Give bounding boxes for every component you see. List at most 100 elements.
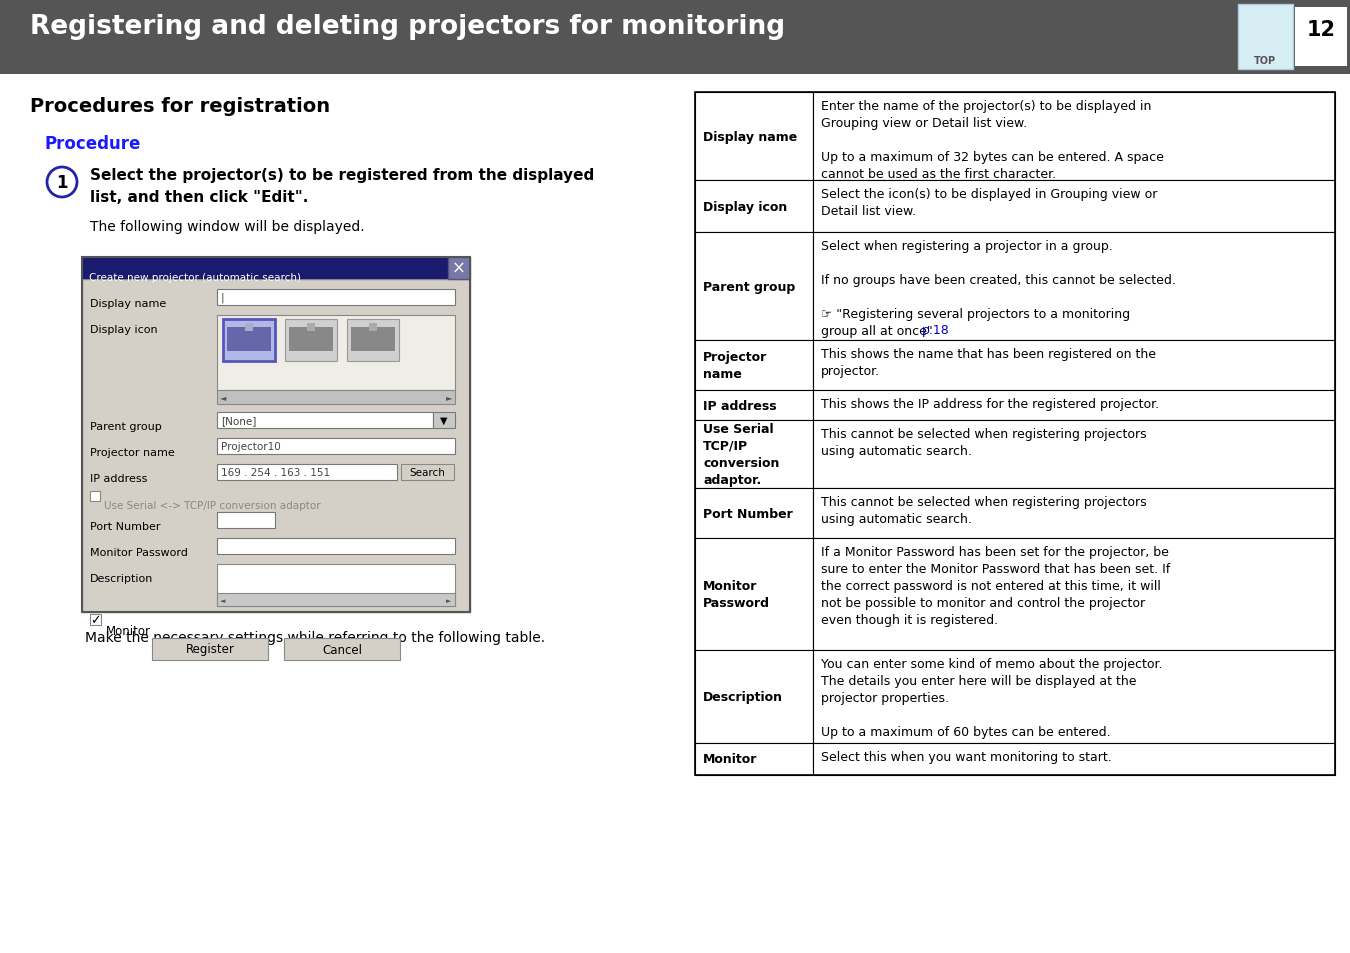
Text: If a Monitor Password has been set for the projector, be
sure to enter the Monit: If a Monitor Password has been set for t… (821, 545, 1170, 626)
Text: p.18: p.18 (922, 323, 949, 336)
Text: Select this when you want monitoring to start.: Select this when you want monitoring to … (821, 750, 1112, 763)
Bar (217, 538, 455, 555)
Text: Select when registering a projector in a group.

If no groups have been created,: Select when registering a projector in a… (821, 240, 1176, 337)
Circle shape (47, 168, 77, 198)
Text: Create new projector (automatic search): Create new projector (automatic search) (89, 273, 301, 283)
Text: Parent group: Parent group (90, 421, 162, 432)
Text: Monitor: Monitor (703, 753, 757, 765)
Text: ►: ► (447, 598, 452, 603)
Bar (813, 420, 1335, 489)
Bar (1238, 5, 1293, 70)
Text: This shows the name that has been registered on the
projector.: This shows the name that has been regist… (821, 348, 1156, 377)
Bar (217, 464, 397, 480)
Text: ►: ► (446, 393, 452, 402)
Text: Display icon: Display icon (90, 325, 158, 335)
Bar (813, 92, 1335, 181)
Bar (369, 324, 377, 332)
Text: This cannot be selected when registering projectors
using automatic search.: This cannot be selected when registering… (821, 428, 1146, 457)
Text: Port Number: Port Number (90, 521, 161, 532)
Bar (244, 324, 252, 332)
Bar (90, 492, 100, 501)
Text: Select the projector(s) to be registered from the displayed
list, and then click: Select the projector(s) to be registered… (90, 168, 594, 204)
Text: |: | (221, 293, 224, 303)
Text: Procedures for registration: Procedures for registration (30, 97, 331, 116)
Bar (695, 743, 813, 775)
Bar (433, 413, 455, 429)
Bar (227, 328, 271, 352)
Bar (813, 650, 1335, 743)
Bar (401, 464, 454, 480)
Text: Projector10: Projector10 (221, 441, 281, 452)
Text: Parent group: Parent group (703, 280, 795, 294)
Text: Port Number: Port Number (703, 507, 792, 520)
Text: TOP: TOP (1254, 56, 1276, 66)
Bar (813, 340, 1335, 391)
Text: Description: Description (703, 690, 783, 703)
Bar (223, 319, 275, 361)
Bar (306, 324, 315, 332)
Bar (813, 233, 1335, 340)
Text: Display name: Display name (90, 298, 166, 309)
Text: ◄: ◄ (220, 598, 225, 603)
Bar (90, 615, 101, 625)
Bar (695, 92, 1335, 775)
Text: ◄: ◄ (220, 393, 227, 402)
Text: ▼: ▼ (440, 416, 448, 426)
Text: Display name: Display name (703, 131, 798, 143)
Bar (695, 650, 813, 743)
Bar (448, 257, 470, 280)
Text: You can enter some kind of memo about the projector.
The details you enter here : You can enter some kind of memo about th… (821, 658, 1162, 739)
Bar (695, 489, 813, 538)
Text: Select the icon(s) to be displayed in Grouping view or
Detail list view.: Select the icon(s) to be displayed in Gr… (821, 188, 1157, 218)
Bar (1295, 8, 1347, 67)
Text: Registering and deleting projectors for monitoring: Registering and deleting projectors for … (30, 13, 786, 39)
Bar (82, 257, 448, 280)
Bar (813, 391, 1335, 420)
Text: IP address: IP address (703, 399, 776, 412)
Text: ×: × (452, 260, 466, 277)
Bar (217, 594, 455, 606)
Text: The following window will be displayed.: The following window will be displayed. (90, 220, 364, 233)
Text: 12: 12 (1307, 19, 1335, 39)
Bar (813, 181, 1335, 233)
Text: [None]: [None] (221, 416, 256, 426)
Text: Register: Register (185, 643, 235, 656)
Text: Procedure: Procedure (45, 135, 142, 152)
Text: Make the necessary settings while referring to the following table.: Make the necessary settings while referr… (85, 630, 545, 644)
Bar (813, 743, 1335, 775)
Bar (347, 319, 400, 361)
Bar (813, 538, 1335, 650)
Bar (217, 513, 275, 529)
Bar (153, 639, 269, 660)
Text: 169 . 254 . 163 . 151: 169 . 254 . 163 . 151 (221, 468, 331, 477)
Text: Monitor Password: Monitor Password (90, 547, 188, 558)
Text: Description: Description (90, 574, 154, 583)
Bar (217, 290, 455, 306)
Bar (695, 538, 813, 650)
Bar (217, 413, 433, 429)
Text: This shows the IP address for the registered projector.: This shows the IP address for the regist… (821, 397, 1160, 411)
Bar (695, 340, 813, 391)
Text: Use Serial <-> TCP/IP conversion adaptor: Use Serial <-> TCP/IP conversion adaptor (104, 500, 321, 511)
Bar (813, 489, 1335, 538)
Bar (217, 564, 455, 606)
Bar (695, 420, 813, 489)
Text: Monitor: Monitor (107, 624, 151, 638)
Bar (695, 181, 813, 233)
Bar (284, 639, 400, 660)
Text: 1: 1 (57, 173, 68, 192)
Bar (351, 328, 396, 352)
Text: Cancel: Cancel (323, 643, 362, 656)
Text: Display icon: Display icon (703, 200, 787, 213)
Bar (217, 391, 455, 405)
Bar (82, 280, 470, 613)
Text: This cannot be selected when registering projectors
using automatic search.: This cannot be selected when registering… (821, 496, 1146, 525)
Bar (217, 315, 455, 391)
Text: Use Serial
TCP/IP
conversion
adaptor.: Use Serial TCP/IP conversion adaptor. (703, 422, 779, 486)
Bar (289, 328, 333, 352)
Text: Search: Search (409, 468, 446, 477)
Bar (695, 391, 813, 420)
Text: Enter the name of the projector(s) to be displayed in
Grouping view or Detail li: Enter the name of the projector(s) to be… (821, 100, 1164, 181)
Bar (82, 257, 470, 613)
Text: Projector name: Projector name (90, 448, 174, 457)
